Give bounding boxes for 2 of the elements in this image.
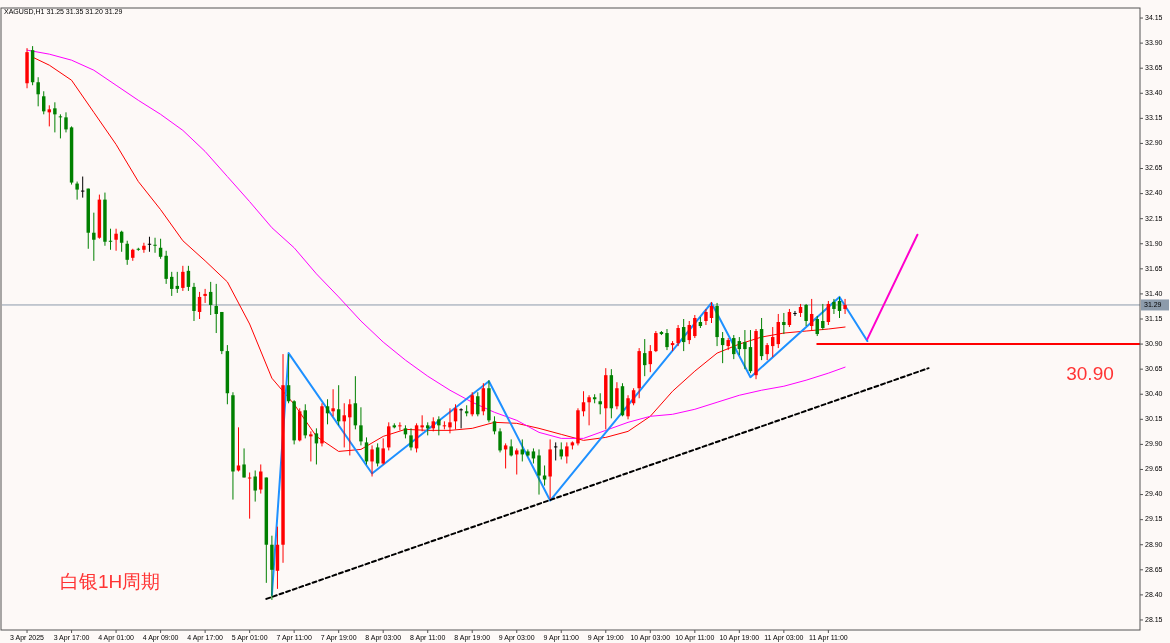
annotation: 白银1H周期 [60,571,161,592]
annotation: 30.90 [1066,363,1114,385]
